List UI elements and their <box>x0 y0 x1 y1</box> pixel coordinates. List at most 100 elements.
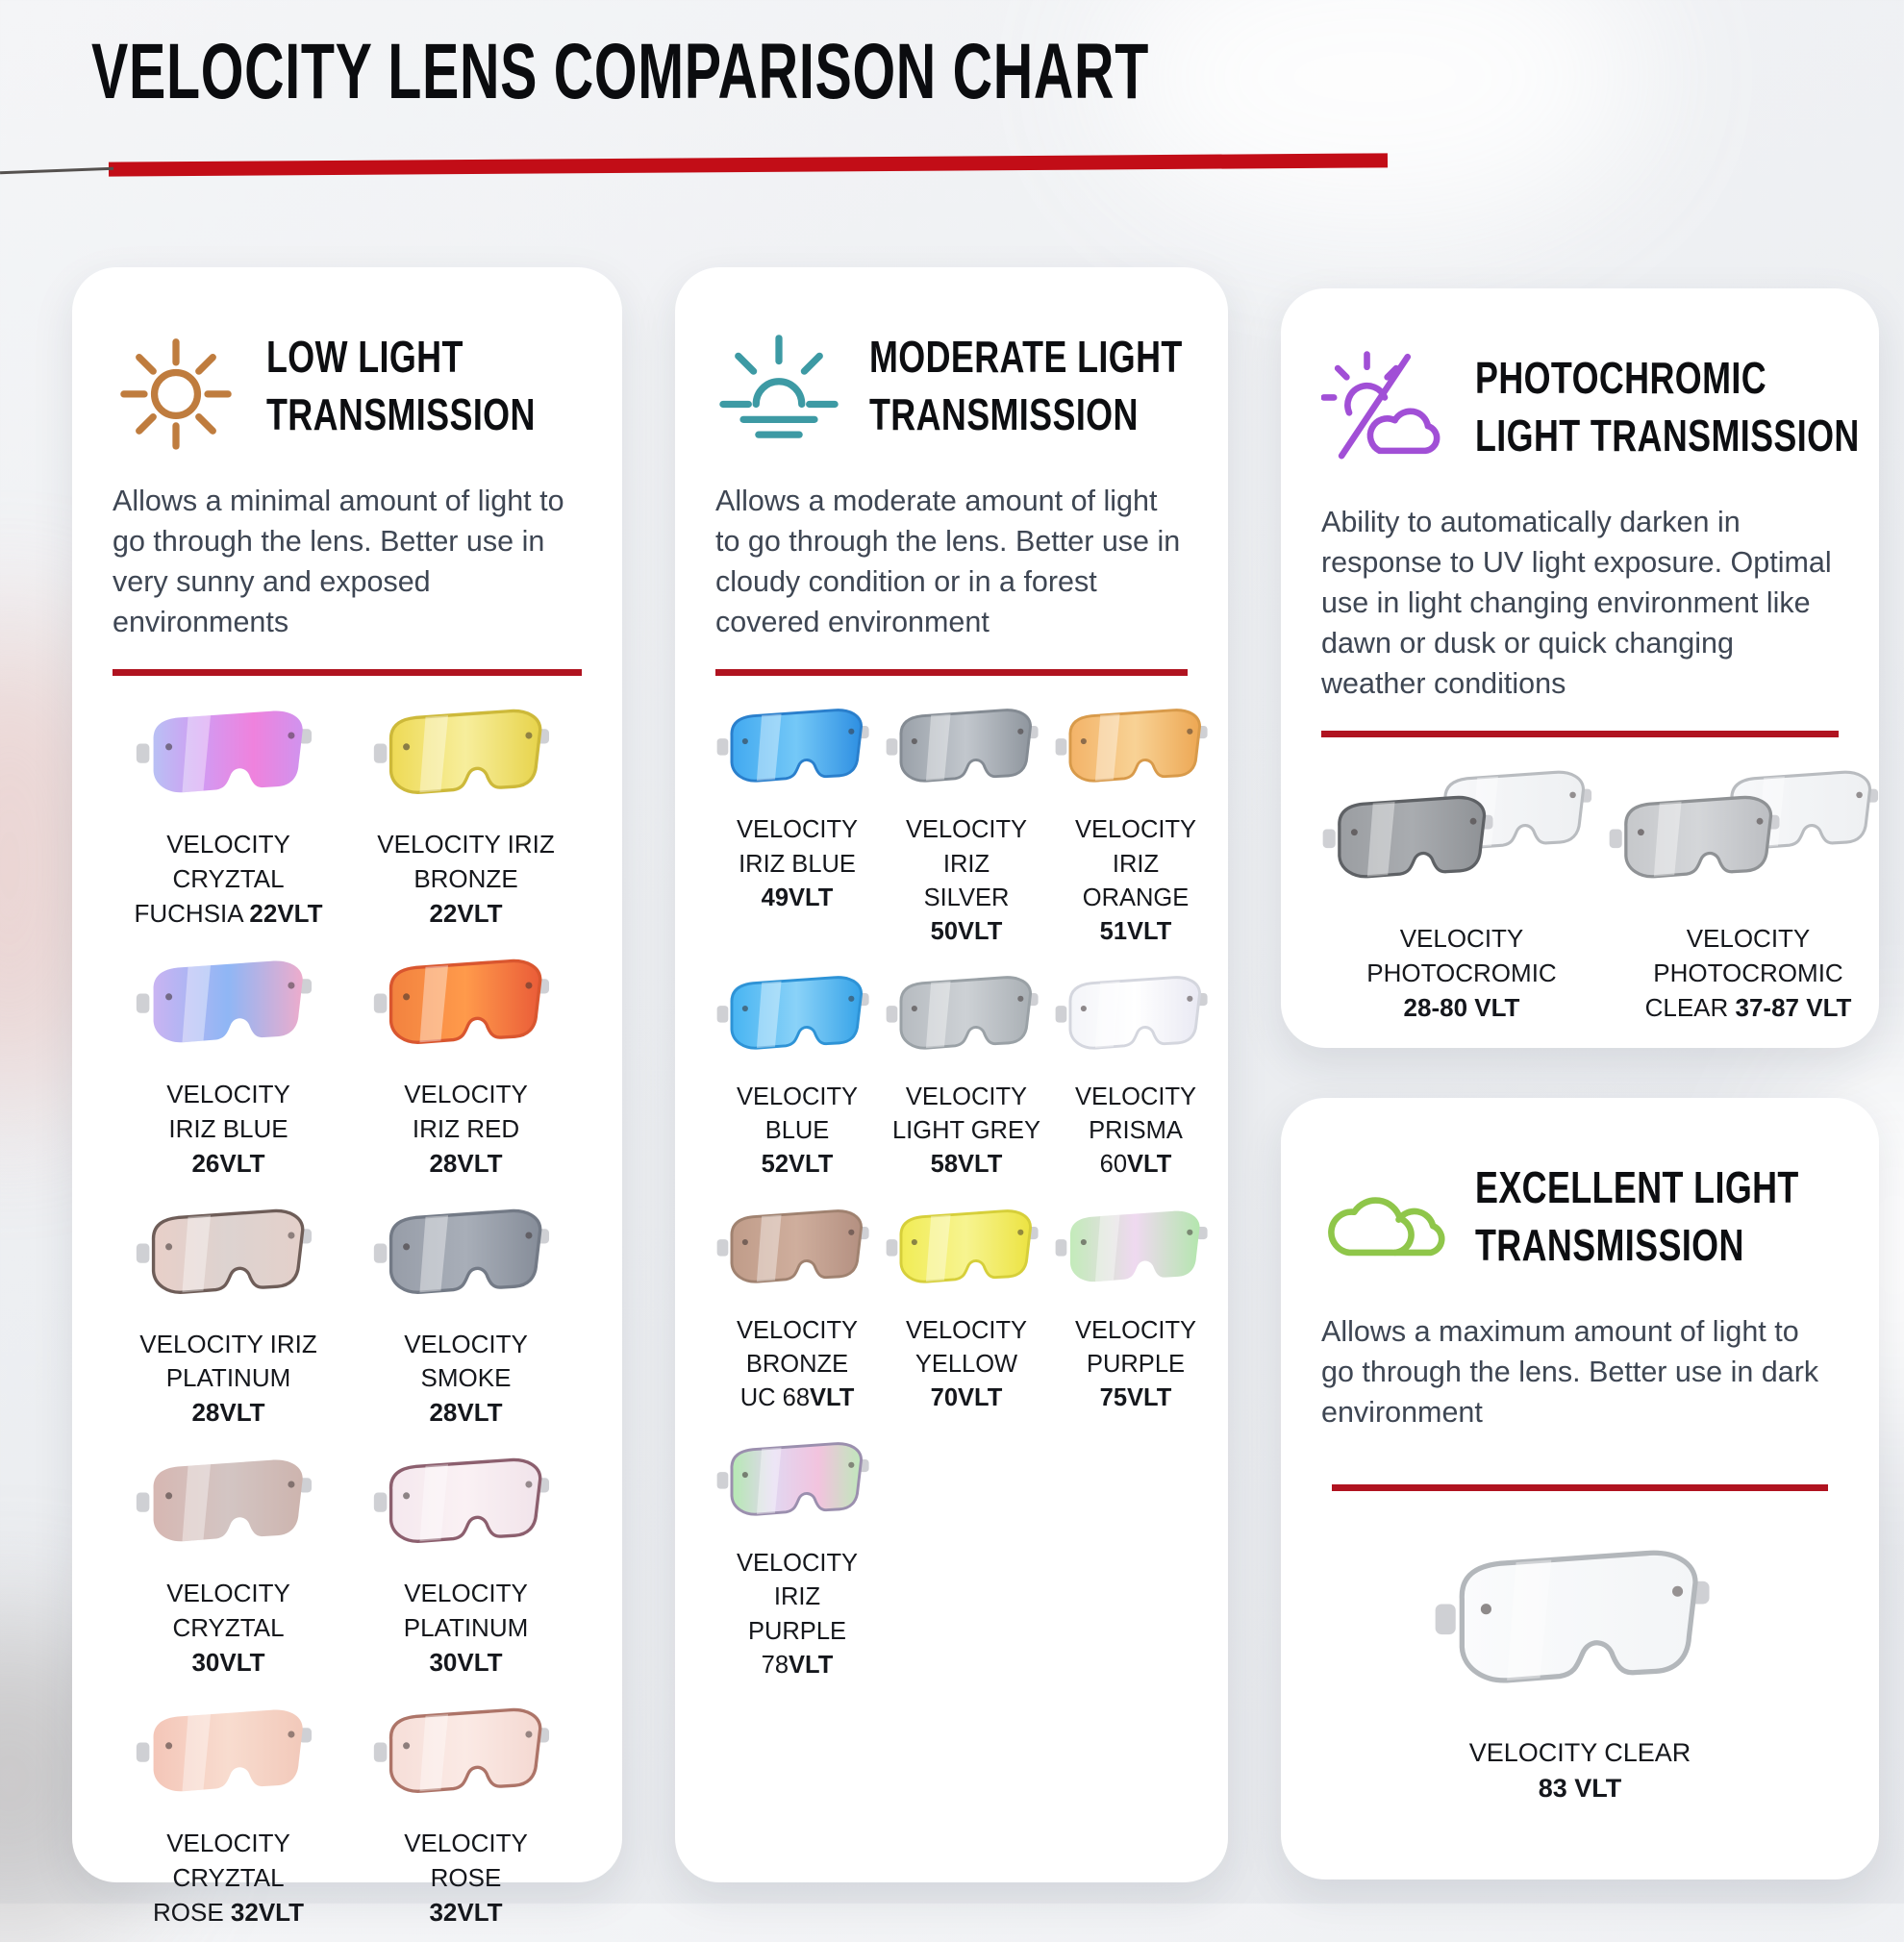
lens-image <box>372 955 561 1068</box>
sun-icon <box>113 323 239 450</box>
lens-label: VELOCITY PLATINUM 30VLT <box>403 1579 529 1677</box>
lens-grid: VELOCITY CRYZTAL FUCHSIA 22VLT VELOCITY IR… <box>113 705 582 1930</box>
goggle-lens-shape <box>373 1458 549 1544</box>
goggle-lens-shape <box>136 960 312 1043</box>
card-title: EXCELLENT LIGHT TRANSMISSION <box>1475 1162 1799 1270</box>
goggle-lens-shape <box>886 709 1039 783</box>
lens-item: VELOCITY CRYZTAL FUCHSIA 22VLT <box>134 705 323 932</box>
goggle-lens-shape <box>136 710 312 793</box>
lens-item: VELOCITY IRIZ BLUE 49VLT <box>715 705 879 949</box>
card-title: MODERATE LIGHT TRANSMISSION <box>869 332 1183 439</box>
lens-label: VELOCITY PHOTOCROMIC 28-80 VLT <box>1366 924 1557 1023</box>
lens-item: VELOCITY BLUE 52VLT <box>715 972 879 1183</box>
lens-image <box>715 1206 879 1305</box>
card-title: PHOTOCHROMIC LIGHT TRANSMISSION <box>1475 353 1860 461</box>
lens-grid: VELOCITY IRIZ BLUE 49VLT VELOCITY IRIZ SILVE… <box>715 705 1208 1682</box>
lens-label: VELOCITY IRIZ BRONZE 22VLT <box>377 830 555 929</box>
lens-item: VELOCITY CLEAR 83 VLT <box>1433 1543 1727 1807</box>
lens-label: VELOCITY IRIZ PLATINUM 28VLT <box>139 1329 317 1428</box>
goggle-lens-shape <box>716 1442 869 1516</box>
lens-label: VELOCITY IRIZ ORANGE 51VLT <box>1074 816 1197 945</box>
sun-cloud-slash-icon <box>1321 344 1448 471</box>
goggle-lens-shape <box>1055 976 1208 1050</box>
card-header: EXCELLENT LIGHT TRANSMISSION <box>1321 1146 1839 1288</box>
lens-label: VELOCITY LIGHT GREY 58VLT <box>892 1083 1040 1179</box>
lens-image <box>1608 766 1889 912</box>
goggle-lens-shape <box>136 1208 312 1294</box>
card-excellent-light-transmission: EXCELLENT LIGHT TRANSMISSION Allows a max… <box>1281 1098 1879 1880</box>
red-divider <box>1321 731 1839 738</box>
lens-image <box>715 705 879 804</box>
lens-image <box>1054 1206 1217 1305</box>
goggle-lens-shape <box>1055 1210 1208 1282</box>
title-underline <box>108 153 1389 177</box>
lens-image <box>885 1206 1048 1305</box>
lens-image <box>372 1205 561 1318</box>
lens-image <box>1054 972 1217 1071</box>
goggle-lens-shape <box>1055 709 1208 783</box>
page-title: VELOCITY LENS COMPARISON CHART <box>91 28 1149 115</box>
lens-image <box>135 1205 323 1318</box>
lens-label: VELOCITY PRISMA 60VLT <box>1074 1083 1197 1179</box>
clouds-icon <box>1321 1154 1448 1281</box>
goggle-lens-shape <box>373 1707 549 1793</box>
goggle-lens-shape <box>716 976 869 1050</box>
goggle-lens-shape <box>1435 1550 1710 1683</box>
lens-image <box>1321 766 1602 912</box>
lens-label: VELOCITY IRIZ BLUE 26VLT <box>166 1079 290 1178</box>
lens-image <box>135 1454 323 1567</box>
goggle-lens-shape <box>1322 796 1493 879</box>
lens-label: VELOCITY IRIZ RED 28VLT <box>404 1079 528 1178</box>
lens-label: VELOCITY BRONZE UC 68VLT <box>736 1316 859 1411</box>
lens-item: VELOCITY CRYZTAL ROSE 32VLT <box>135 1704 323 1930</box>
card-description: Allows a moderate amount of light to go … <box>715 485 1181 639</box>
card-description: Ability to automatically darken in respo… <box>1321 506 1832 701</box>
lens-label: VELOCITY PHOTOCROMIC CLEAR 37-87 VLT <box>1644 924 1852 1023</box>
goggle-lens-shape <box>716 1208 869 1283</box>
lens-item: VELOCITY CRYZTAL 30VLT <box>135 1454 323 1681</box>
red-divider <box>113 669 582 677</box>
title-underline-tail <box>0 166 114 175</box>
lens-label: VELOCITY YELLOW 70VLT <box>905 1316 1028 1411</box>
lens-grid: VELOCITY CLEAR 83 VLT <box>1321 1543 1839 1807</box>
card-photochromic-light-transmission: PHOTOCHROMIC LIGHT TRANSMISSION Ability t… <box>1281 288 1879 1048</box>
lens-label: VELOCITY BLUE 52VLT <box>736 1083 859 1179</box>
lens-label: VELOCITY IRIZ BLUE 49VLT <box>736 816 859 911</box>
lens-label: VELOCITY PURPLE 75VLT <box>1074 1316 1197 1411</box>
lens-item: VELOCITY IRIZ ORANGE 51VLT <box>1054 705 1217 949</box>
card-description: Allows a maximum amount of light to go t… <box>1321 1315 1819 1430</box>
lens-item: VELOCITY PHOTOCROMIC 28-80 VLT <box>1321 766 1602 1026</box>
lens-item: VELOCITY PLATINUM 30VLT <box>372 1454 561 1681</box>
lens-image <box>135 1704 323 1817</box>
goggle-lens-shape <box>373 1208 549 1294</box>
red-divider <box>1331 1484 1829 1492</box>
goggle-lens-shape <box>136 1459 312 1542</box>
lens-item: VELOCITY YELLOW 70VLT <box>885 1206 1048 1416</box>
lens-item: VELOCITY IRIZ PURPLE 78VLT <box>715 1438 879 1682</box>
lens-image <box>372 705 561 818</box>
lens-image <box>885 705 1048 804</box>
lens-image <box>135 955 323 1068</box>
lens-item: VELOCITY BRONZE UC 68VLT <box>715 1206 879 1416</box>
card-header: MODERATE LIGHT TRANSMISSION <box>715 315 1188 458</box>
sunrise-icon <box>715 323 842 450</box>
lens-item: VELOCITY IRIZ RED 28VLT <box>372 955 561 1182</box>
lens-item: VELOCITY ROSE 32VLT <box>372 1704 561 1930</box>
lens-image <box>1433 1543 1727 1718</box>
lens-item: VELOCITY PRISMA 60VLT <box>1054 972 1217 1183</box>
lens-image <box>135 705 323 818</box>
lens-label: VELOCITY ROSE 32VLT <box>404 1828 528 1927</box>
lens-image <box>885 972 1048 1071</box>
lens-label: VELOCITY IRIZ PURPLE 78VLT <box>736 1550 859 1679</box>
lens-label: VELOCITY CRYZTAL ROSE 32VLT <box>152 1828 305 1927</box>
lens-label: VELOCITY CLEAR 83 VLT <box>1468 1738 1691 1804</box>
lens-item: VELOCITY PHOTOCROMIC CLEAR 37-87 VLT <box>1608 766 1889 1026</box>
lens-label: VELOCITY SMOKE 28VLT <box>404 1329 528 1428</box>
lens-label: VELOCITY CRYZTAL 30VLT <box>166 1579 290 1677</box>
card-low-light-transmission: LOW LIGHT TRANSMISSION Allows a minimal a… <box>72 267 622 1927</box>
background-blur <box>1106 0 1644 231</box>
lens-image <box>372 1704 561 1817</box>
goggle-lens-shape <box>373 959 549 1044</box>
card-title: LOW LIGHT TRANSMISSION <box>266 332 536 439</box>
lens-label: VELOCITY CRYZTAL FUCHSIA 22VLT <box>134 830 323 929</box>
